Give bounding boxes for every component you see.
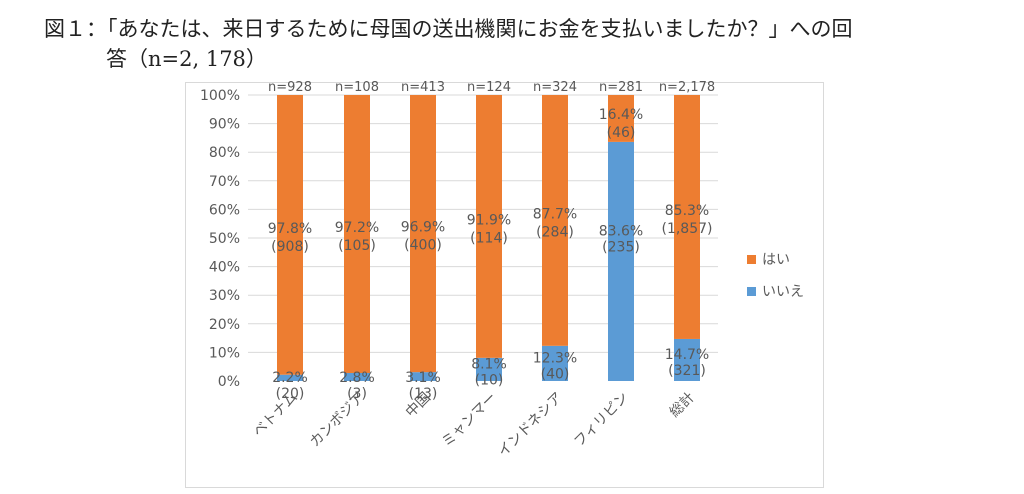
bar-iie-5 [608, 141, 634, 381]
data-count-iie: (235) [602, 239, 640, 255]
n-label: n=324 [533, 80, 577, 95]
data-count-hai: (114) [470, 230, 508, 246]
chart-frame [185, 82, 824, 488]
category-label: フィリピン [571, 390, 632, 451]
data-label-hai: 91.9% [467, 212, 511, 228]
category-label: 総計 [667, 390, 698, 421]
data-label-hai: 16.4% [599, 107, 643, 123]
y-tick-label: 70% [209, 174, 240, 190]
bar-hai-6 [674, 95, 700, 339]
n-label: n=124 [467, 80, 511, 95]
data-label-iie: 83.6% [599, 223, 643, 239]
y-tick-label: 80% [209, 145, 240, 161]
y-tick-label: 50% [209, 231, 240, 247]
data-label-iie: 12.3% [533, 350, 577, 366]
y-tick-label: 100% [200, 88, 240, 104]
bar-hai-2 [410, 95, 436, 373]
y-tick-label: 40% [209, 260, 240, 276]
n-label: n=413 [401, 80, 445, 95]
data-label-iie: 3.1% [405, 370, 441, 386]
y-tick-label: 10% [209, 345, 240, 361]
data-count-iie: (321) [668, 363, 706, 379]
data-label-hai: 97.2% [335, 220, 379, 236]
data-label-hai: 87.7% [533, 206, 577, 222]
bar-hai-0 [277, 95, 303, 375]
bar-iie-1 [344, 372, 370, 381]
data-count-iie: (10) [475, 372, 504, 388]
data-label-hai: 96.9% [401, 220, 445, 236]
n-label: n=281 [599, 80, 643, 95]
figure-title: 図１：「あなたは、来日するために母国の送出機関にお金を支払いましたか？」への回 … [44, 14, 1004, 74]
bar-hai-3 [476, 95, 502, 358]
data-count-hai: (284) [536, 224, 574, 240]
bar-hai-1 [344, 95, 370, 373]
category-label: インドネシア [495, 390, 566, 461]
data-label-iie: 8.1% [471, 356, 507, 372]
n-label: n=928 [268, 80, 312, 95]
data-count-iie: (20) [276, 386, 305, 402]
category-label: カンボジア [307, 390, 368, 451]
bar-iie-0 [277, 374, 303, 381]
figure-title-line1: 図１：「あなたは、来日するために母国の送出機関にお金を支払いましたか？」への回 [44, 17, 853, 41]
legend-swatch-1 [747, 287, 756, 296]
data-count-iie: (13) [409, 386, 438, 402]
data-label-hai: 97.8% [268, 221, 312, 237]
legend-label: いいえ [762, 284, 804, 300]
n-label: n=108 [335, 80, 379, 95]
data-label-iie: 14.7% [665, 347, 709, 363]
figure-title-line2: 答（n=2, 178） [106, 47, 267, 71]
category-label: ミャンマー [439, 390, 500, 451]
data-count-hai: (46) [607, 125, 636, 141]
data-count-hai: (105) [338, 238, 376, 254]
bar-iie-3 [476, 357, 502, 381]
data-count-hai: (908) [271, 239, 309, 255]
bar-hai-5 [608, 95, 634, 142]
y-tick-label: 30% [209, 288, 240, 304]
y-tick-label: 90% [209, 117, 240, 133]
y-tick-label: 20% [209, 317, 240, 333]
data-count-hai: (400) [404, 238, 442, 254]
data-label-iie: 2.2% [272, 370, 308, 386]
legend-label: はい [762, 252, 790, 268]
data-count-iie: (3) [347, 386, 367, 402]
bar-iie-6 [674, 338, 700, 381]
data-count-iie: (40) [541, 366, 570, 382]
n-label: n=2,178 [659, 80, 715, 95]
legend-swatch-0 [747, 255, 756, 264]
data-count-hai: (1,857) [661, 221, 712, 237]
data-label-hai: 85.3% [665, 203, 709, 219]
data-label-iie: 2.8% [339, 370, 375, 386]
bar-hai-4 [542, 95, 568, 346]
y-tick-label: 60% [209, 202, 240, 218]
bar-iie-2 [410, 372, 436, 381]
bar-iie-4 [542, 345, 568, 381]
y-tick-label: 0% [218, 374, 240, 390]
